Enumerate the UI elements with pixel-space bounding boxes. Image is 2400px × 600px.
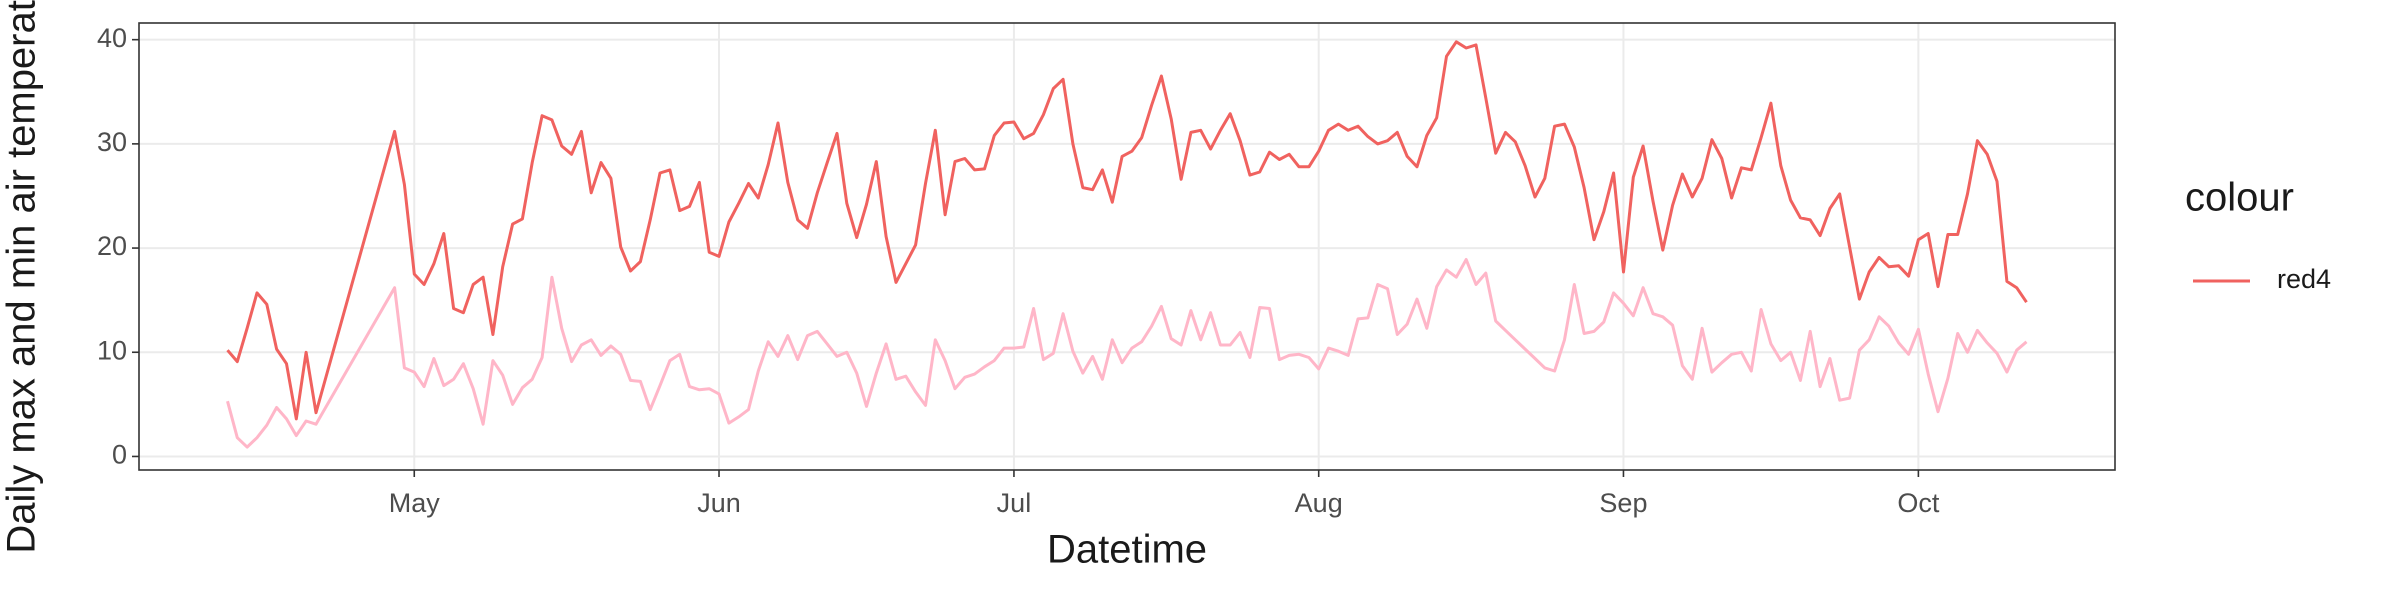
y-tick-label: 40 (97, 23, 127, 53)
x-tick-label: Aug (1295, 488, 1343, 518)
legend-label: red4 (2277, 264, 2331, 294)
x-tick-label: May (389, 488, 441, 518)
x-tick-label: Oct (1897, 488, 1940, 518)
series-line (226, 40, 2028, 421)
legend-title: colour (2185, 176, 2294, 220)
y-axis-title: Daily max and min air temperature (0, 0, 44, 554)
y-tick-label: 20 (97, 231, 127, 261)
y-tick-label: 10 (97, 335, 127, 365)
x-tick-label: Jun (697, 488, 741, 518)
plot-border (138, 22, 2116, 471)
y-tick-label: 30 (97, 127, 127, 157)
x-tick-label: Jul (997, 488, 1032, 518)
x-tick-label: Sep (1599, 488, 1647, 518)
x-axis-title: Datetime (1047, 528, 1207, 572)
y-tick-label: 0 (112, 440, 127, 470)
series-line (226, 258, 2028, 449)
plot-background (139, 23, 2115, 470)
